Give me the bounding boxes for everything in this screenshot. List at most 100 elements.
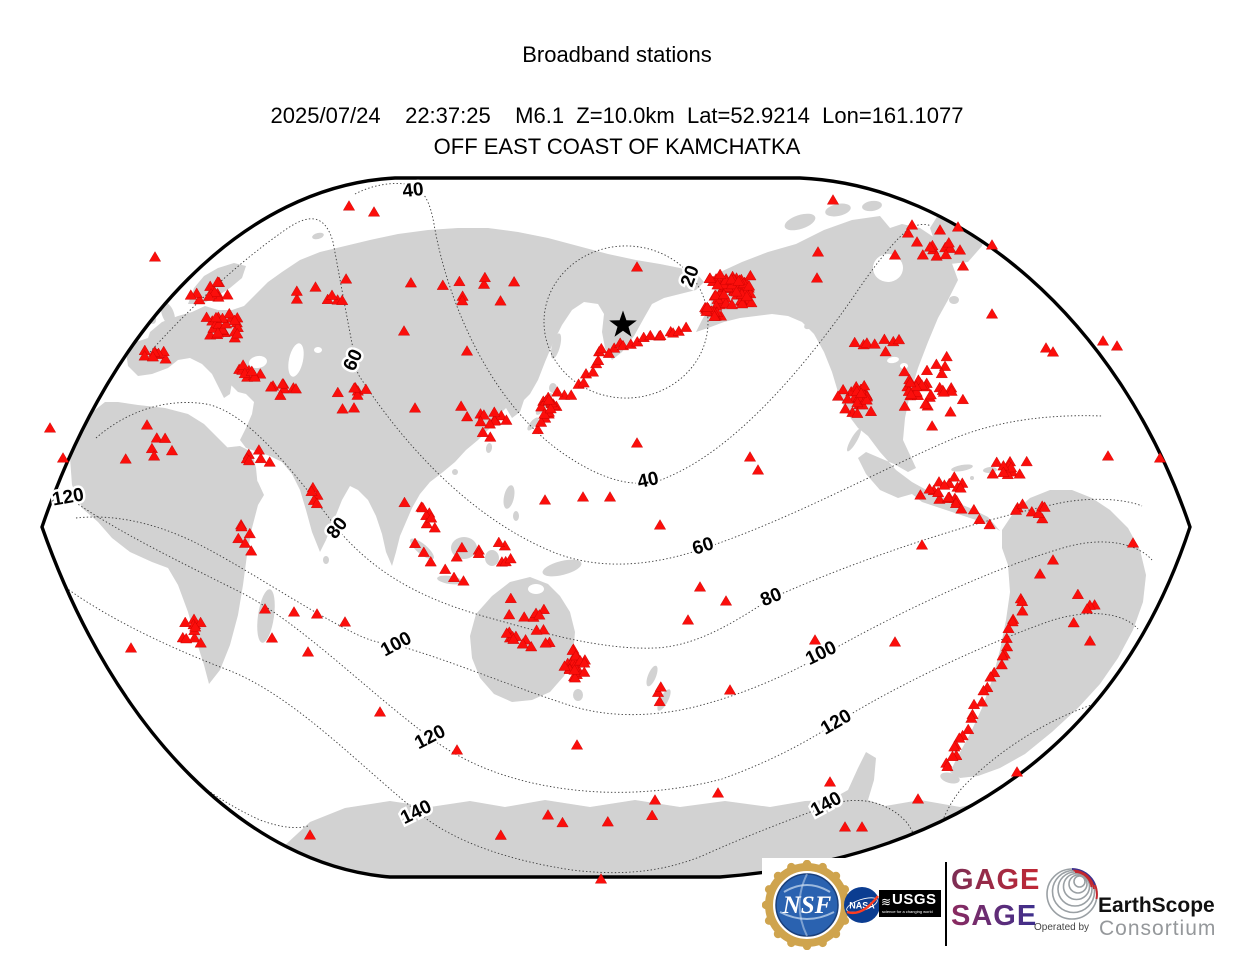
sage-wordmark: SAGE — [951, 900, 1038, 932]
station-marker — [159, 432, 172, 443]
station-marker — [558, 660, 571, 671]
station-marker — [237, 359, 250, 370]
station-marker — [248, 371, 261, 382]
station-marker — [265, 381, 278, 392]
station-marker — [290, 285, 303, 296]
page-title: Broadband stations — [522, 42, 712, 67]
station-marker — [516, 638, 529, 649]
station-marker — [538, 494, 552, 505]
island — [940, 772, 960, 784]
station-marker — [888, 636, 902, 647]
contour-80 — [95, 402, 1143, 649]
station-marker — [864, 405, 878, 416]
svg-text:120: 120 — [817, 705, 855, 739]
station-marker — [919, 398, 932, 409]
station-marker — [725, 298, 738, 310]
station-marker — [1110, 340, 1124, 351]
station-marker — [953, 732, 966, 743]
station-marker — [565, 389, 578, 400]
station-marker — [500, 414, 513, 425]
station-marker — [148, 251, 162, 262]
station-marker — [1153, 452, 1167, 463]
station-marker — [456, 294, 469, 306]
station-marker — [1033, 568, 1047, 579]
station-marker — [518, 611, 531, 622]
station-marker — [651, 686, 665, 697]
station-marker — [878, 333, 891, 344]
station-marker — [948, 741, 961, 752]
island — [542, 559, 582, 577]
station-marker — [1025, 506, 1038, 517]
station-marker — [944, 242, 957, 253]
station-marker — [342, 200, 356, 211]
station-marker — [209, 311, 223, 323]
station-marker — [1071, 588, 1084, 599]
station-marker — [701, 301, 714, 312]
svg-text:60: 60 — [690, 533, 717, 560]
station-marker — [211, 327, 224, 338]
station-marker — [967, 503, 980, 515]
station-marker — [938, 360, 952, 371]
station-marker — [425, 512, 438, 523]
svg-text:100: 100 — [802, 637, 840, 670]
station-marker — [848, 336, 861, 347]
island — [847, 428, 861, 452]
station-marker — [905, 219, 919, 230]
station-marker — [956, 393, 969, 404]
station-marker — [595, 342, 608, 354]
station-marker — [1083, 635, 1097, 646]
station-marker — [221, 289, 234, 300]
station-marker — [648, 794, 662, 805]
island — [862, 200, 882, 212]
station-marker — [542, 394, 555, 405]
island — [410, 538, 434, 560]
usgs-logo: ≋ USGS science for a changing world — [879, 890, 941, 917]
station-marker — [823, 776, 837, 787]
station-marker — [494, 829, 507, 840]
svg-text:100: 100 — [377, 628, 415, 661]
station-marker — [124, 642, 138, 653]
station-marker — [1080, 603, 1094, 614]
land-north-america — [696, 216, 1000, 531]
station-marker — [539, 637, 552, 648]
station-marker — [424, 556, 437, 567]
station-marker — [184, 289, 197, 300]
station-marker — [653, 519, 667, 530]
nsf-text: NSF — [782, 892, 832, 919]
station-marker — [461, 410, 474, 422]
contour-100 — [75, 516, 1153, 716]
station-marker — [984, 671, 997, 682]
station-marker — [915, 539, 929, 550]
station-marker — [1010, 766, 1024, 777]
station-marker — [243, 527, 256, 539]
contour-40 — [354, 183, 932, 484]
island — [951, 464, 973, 472]
station-marker — [924, 388, 937, 400]
station-marker — [723, 684, 737, 695]
station-marker — [258, 603, 272, 614]
station-marker — [211, 276, 224, 287]
station-marker — [1126, 537, 1140, 548]
station-marker — [703, 272, 717, 283]
station-marker — [235, 520, 248, 532]
station-marker — [416, 501, 429, 513]
station-marker — [986, 468, 999, 479]
island — [550, 333, 562, 359]
station-marker — [717, 288, 730, 299]
station-marker — [202, 290, 216, 301]
station-marker — [488, 406, 501, 417]
station-marker — [939, 248, 952, 260]
station-marker — [508, 276, 521, 287]
station-marker — [745, 296, 758, 308]
station-marker — [744, 269, 757, 281]
svg-text:120: 120 — [411, 721, 449, 754]
station-marker — [1006, 615, 1019, 627]
station-marker — [926, 420, 939, 431]
station-marker — [841, 393, 854, 404]
station-marker — [1046, 554, 1060, 565]
station-marker — [336, 403, 349, 414]
station-marker — [946, 750, 959, 761]
consortium-wordmark: Consortium — [1099, 917, 1217, 940]
island — [1004, 792, 1012, 796]
island — [503, 485, 515, 509]
